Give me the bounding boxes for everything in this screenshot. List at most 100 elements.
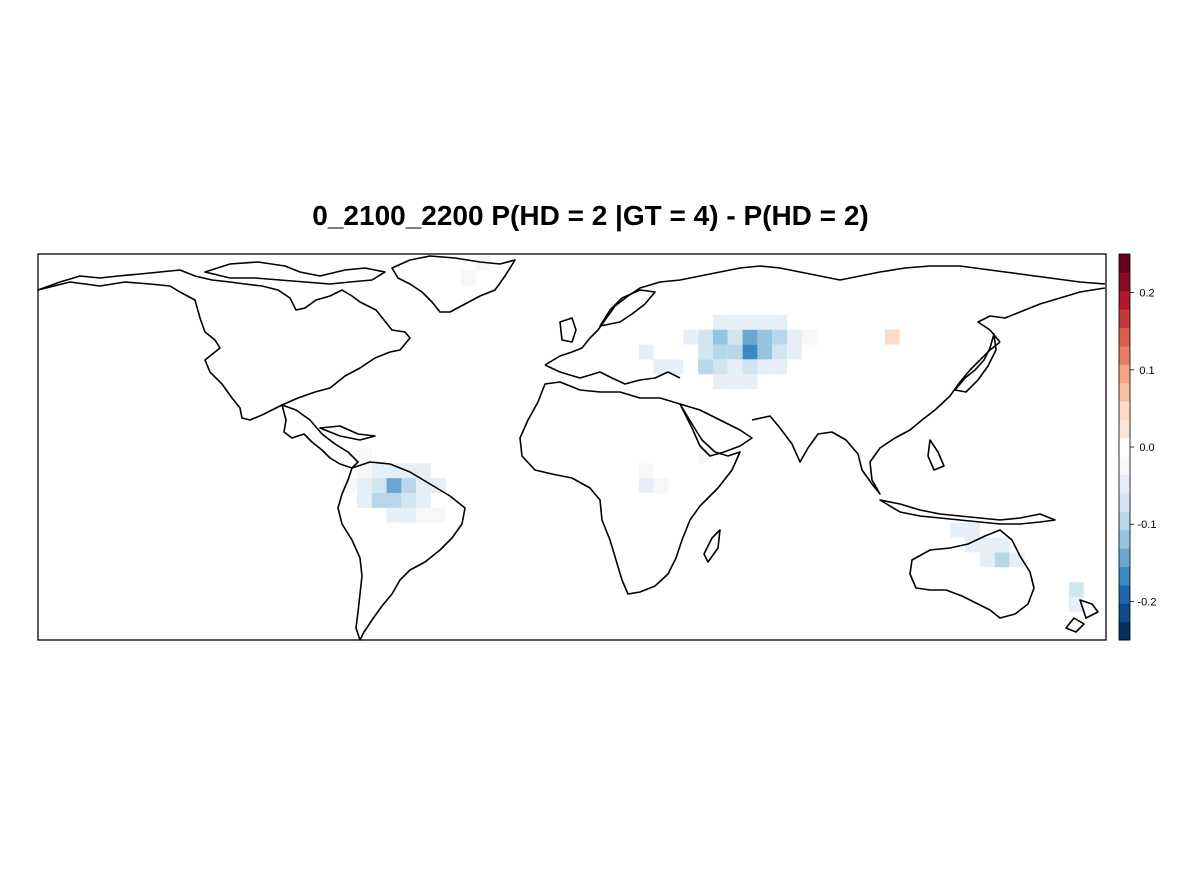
coastline-indonesia [879, 499, 1056, 525]
colorbar-segment [1119, 345, 1130, 365]
heatmap-cell [965, 537, 980, 553]
heatmap-cell [772, 329, 788, 345]
heatmap-cell [884, 329, 900, 345]
colorbar-segment [1119, 419, 1130, 439]
coastline-caribbean [319, 425, 376, 441]
heatmap-cell [431, 507, 446, 523]
heatmap-cells [342, 255, 1084, 612]
heatmap-cell [638, 344, 654, 360]
heatmap-cell [757, 329, 773, 345]
colorbar-tick-label: 0.2 [1139, 288, 1154, 300]
heatmap-cell [965, 522, 980, 538]
heatmap-cell [401, 478, 417, 494]
coastline-arabia [679, 403, 753, 457]
colorbar-tick-label: -0.2 [1138, 596, 1157, 608]
colorbar-segment [1119, 603, 1130, 623]
heatmap-cell [356, 493, 372, 508]
colorbar-ticks: 0.2 0.1 0.0 -0.1 -0.2 [1130, 288, 1157, 608]
coastline-north-america [37, 269, 411, 421]
heatmap-cell [356, 478, 372, 494]
coastline-philippines [927, 439, 945, 471]
heatmap-cell [787, 344, 802, 360]
coastline-africa [519, 381, 741, 595]
coastline-greenland [391, 255, 516, 313]
coastline-madagascar [703, 529, 721, 563]
heatmap-cell [727, 359, 743, 375]
heatmap-cell [742, 374, 758, 390]
heatmap-cell [342, 478, 357, 494]
heatmap-cell [653, 359, 669, 375]
heatmap-cell [356, 463, 372, 479]
map-title: 0_2100_2200 P(HD = 2 |GT = 4) - P(HD = 2… [312, 200, 869, 231]
heatmap-cell [712, 329, 728, 345]
heatmap-cell [772, 314, 788, 330]
coastline-scandinavia [599, 289, 656, 327]
heatmap-cell [371, 478, 387, 494]
heatmap-cell [401, 507, 417, 523]
colorbar-tick-label: 0.1 [1139, 365, 1154, 377]
heatmap-cell [653, 478, 669, 494]
heatmap-cell [727, 344, 743, 360]
coastlines [37, 255, 1106, 641]
heatmap-cell [698, 344, 713, 360]
coastline-south-america [337, 461, 466, 641]
coastline-east-asia [977, 287, 1106, 343]
heatmap-cell [757, 359, 773, 375]
colorbar-segment [1119, 309, 1130, 329]
colorbar-segment [1119, 327, 1130, 347]
heatmap-cell [727, 314, 743, 330]
coastline-japan [954, 333, 997, 393]
heatmap-cell [772, 344, 788, 360]
heatmap-cell [416, 507, 432, 523]
heatmap-cell [371, 463, 387, 479]
heatmap-cell [727, 374, 743, 390]
heatmap-cell [416, 463, 432, 479]
heatmap-cell [950, 522, 966, 538]
heatmap-cell [460, 270, 476, 286]
colorbar-segment [1119, 254, 1130, 273]
heatmap-cell [431, 478, 446, 494]
colorbar-segment [1119, 584, 1130, 604]
colorbar-tick-label: -0.1 [1138, 519, 1157, 531]
heatmap-cell [371, 493, 387, 508]
heatmap-cell [712, 359, 728, 375]
heatmap-cell [698, 359, 713, 375]
heatmap-cell [638, 478, 654, 494]
colorbar-tick-label: 0.0 [1139, 442, 1154, 454]
heatmap-cell [772, 359, 788, 375]
heatmap-cell [386, 478, 402, 494]
coastline-australia [909, 529, 1035, 619]
heatmap-cell [386, 507, 402, 523]
heatmap-cell [742, 314, 758, 330]
heatmap-cell [801, 329, 817, 345]
coastline-south-asia [751, 341, 1001, 495]
colorbar-segment [1119, 511, 1130, 531]
heatmap-cell [356, 448, 372, 464]
heatmap-cell [712, 344, 728, 360]
heatmap-cell [994, 537, 1010, 553]
heatmap-cell [698, 448, 713, 464]
heatmap-cell [638, 463, 654, 479]
colorbar-segment [1119, 529, 1130, 549]
coastline-europe [544, 265, 1106, 366]
map-frame [37, 253, 1107, 641]
heatmap-cell [386, 493, 402, 508]
colorbar [1118, 253, 1131, 641]
heatmap-cell [787, 329, 802, 345]
heatmap-cell [757, 344, 773, 360]
heatmap-cell [979, 537, 995, 553]
heatmap-cell [712, 314, 728, 330]
colorbar-segment [1119, 621, 1130, 641]
coastline-new-zealand [1065, 599, 1099, 633]
colorbar-segment [1119, 382, 1130, 402]
colorbar-segment [1119, 548, 1130, 567]
colorbar-segment [1119, 364, 1130, 384]
colorbar-segment [1119, 437, 1130, 457]
heatmap-cell [979, 552, 995, 568]
heatmap-cell [742, 344, 758, 360]
coastline-mediterranean [544, 364, 681, 385]
colorbar-segment [1119, 456, 1130, 476]
coastline-central-america [281, 404, 359, 469]
colorbar-segment [1119, 566, 1130, 586]
heatmap-cell [416, 493, 432, 508]
